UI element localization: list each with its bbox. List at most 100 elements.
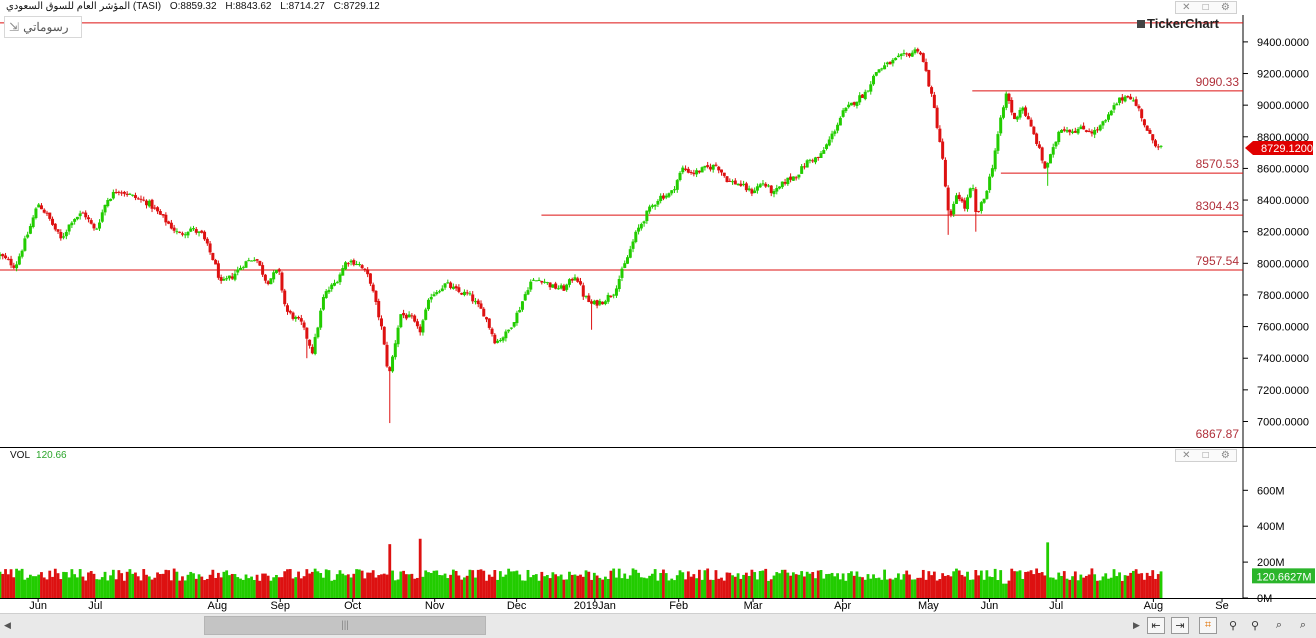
candle-body: [133, 195, 137, 198]
volume-bar: [1073, 571, 1077, 598]
candle-body: [178, 231, 182, 233]
volume-chart[interactable]: 600M 400M 200M 0M 120.6627M Jun Jul Aug Sep Oct No…: [0, 448, 1316, 613]
candle-body: [219, 277, 223, 281]
volume-bar: [863, 579, 867, 598]
volume-bar: [454, 570, 458, 598]
volume-bar: [416, 577, 419, 598]
candle-body: [891, 59, 895, 64]
volume-bar: [12, 577, 16, 598]
candle-body: [360, 265, 364, 269]
price-y-tick-label: 7400.0000: [1257, 353, 1309, 365]
volume-bar: [20, 568, 24, 598]
candle-body: [366, 269, 370, 275]
volume-bar: [982, 579, 986, 598]
scroll-forward-button[interactable]: ⇥: [1171, 617, 1189, 634]
volume-bar: [789, 575, 793, 598]
instrument-title: المؤشر العام للسوق السعودي (TASI): [6, 1, 162, 12]
drawings-tab[interactable]: ⇲ رسوماتي: [4, 16, 82, 38]
volume-bar: [874, 578, 878, 598]
horizontal-scrollbar[interactable]: [0, 613, 1316, 638]
volume-bar: [532, 574, 535, 598]
candle-body: [952, 203, 956, 215]
volume-bar: [64, 572, 68, 598]
volume-bar: [1068, 579, 1072, 598]
candle-body: [855, 101, 859, 106]
volume-bar: [181, 576, 184, 598]
volume-bar: [827, 573, 831, 598]
candle-body: [142, 199, 146, 201]
candle-body: [905, 53, 909, 55]
settings-icon[interactable]: ⚙: [1220, 450, 1230, 461]
brand-logo: TickerChart: [1137, 16, 1219, 31]
restore-icon[interactable]: □: [1202, 2, 1209, 13]
crosshair-button[interactable]: ⌗: [1199, 617, 1217, 634]
volume-bar: [319, 573, 323, 598]
scroll-back-button[interactable]: ⇤: [1147, 617, 1165, 634]
volume-bar: [662, 569, 665, 598]
volume-bar: [725, 572, 729, 598]
candle-body: [457, 287, 461, 292]
volume-bar: [122, 580, 126, 598]
volume-bar: [990, 577, 994, 598]
volume-bar: [554, 574, 558, 598]
volume-bar: [913, 579, 917, 598]
volume-bar: [905, 570, 909, 598]
settings-icon[interactable]: ⚙: [1220, 2, 1230, 13]
candle-body: [302, 322, 306, 328]
price-y-tick-label: 8400.0000: [1257, 195, 1309, 207]
candle-body: [1076, 129, 1080, 134]
volume-bar: [1115, 576, 1119, 598]
candle-body: [363, 268, 367, 271]
candle-body: [156, 207, 160, 212]
price-chart[interactable]: 9400.0000 9200.0000 9000.0000 8800.0000 8600…: [0, 0, 1316, 448]
candle-body: [335, 282, 339, 284]
restore-icon[interactable]: □: [1202, 450, 1209, 461]
volume-bar: [482, 570, 486, 598]
volume-bar: [1156, 574, 1160, 598]
scrollbar-thumb[interactable]: |||: [204, 616, 486, 635]
candle-body: [706, 165, 710, 167]
candle-body: [551, 284, 555, 288]
volume-bar: [861, 577, 864, 598]
volume-bar: [670, 578, 674, 598]
volume-bar: [468, 569, 472, 598]
volume-bar: [897, 573, 900, 598]
zoom-in-button[interactable]: ⚲: [1224, 617, 1242, 634]
volume-bar: [700, 579, 704, 598]
volume-bar: [955, 568, 958, 598]
candle-body: [294, 316, 298, 319]
candle-body: [446, 282, 450, 284]
volume-bar: [711, 579, 715, 598]
volume-bar: [496, 579, 499, 598]
volume-bar: [230, 573, 234, 598]
volume-bar: [87, 572, 90, 598]
candle-body: [974, 189, 978, 212]
volume-bar: [570, 574, 574, 598]
zoom-reset-button[interactable]: ⌕: [1270, 617, 1288, 634]
volume-bar: [587, 571, 591, 598]
candle-body: [28, 226, 32, 234]
last-price-tag: [1245, 140, 1313, 155]
scroll-right-icon[interactable]: ▶: [1133, 620, 1140, 630]
scroll-left-icon[interactable]: ◀: [4, 620, 11, 630]
volume-bar: [526, 569, 530, 598]
volume-window-controls: ✕ □ ⚙: [1175, 449, 1237, 462]
volume-bar: [51, 576, 54, 598]
volume-bar: [211, 569, 215, 598]
candle-body: [164, 214, 168, 223]
candle-body: [819, 153, 823, 158]
close-icon[interactable]: ✕: [1182, 450, 1191, 461]
candle-body: [653, 204, 657, 207]
candle-body: [388, 367, 392, 372]
candle-body: [930, 87, 934, 94]
close-icon[interactable]: ✕: [1182, 2, 1191, 13]
candle-body: [147, 200, 151, 207]
candle-body: [545, 282, 549, 284]
volume-bar: [167, 570, 171, 598]
zoom-out-button[interactable]: ⚲: [1246, 617, 1264, 634]
candle-body: [1046, 162, 1050, 168]
zoom-fit-button[interactable]: ⌕: [1294, 617, 1312, 634]
volume-bar: [822, 578, 826, 598]
volume-bar: [1035, 568, 1039, 598]
candle-body: [526, 290, 530, 295]
